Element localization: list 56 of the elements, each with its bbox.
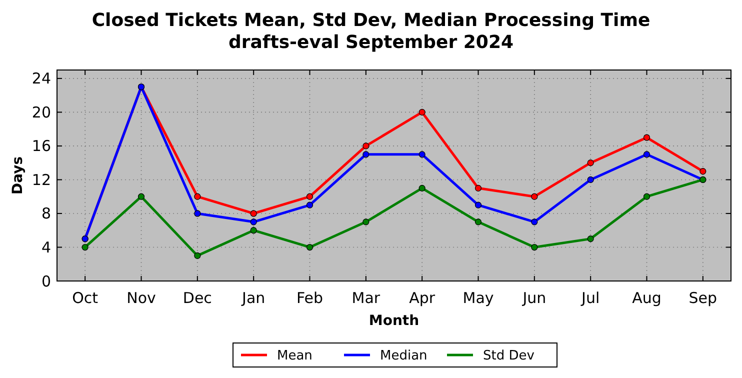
x-tick-label: Oct (72, 289, 98, 307)
y-tick-label: 0 (41, 272, 51, 290)
point (250, 227, 257, 234)
point (531, 193, 538, 200)
x-tick-label: Jan (241, 289, 266, 307)
point (643, 193, 650, 200)
point (306, 244, 314, 251)
point (700, 168, 706, 175)
point (418, 108, 426, 116)
point (138, 193, 145, 200)
point (194, 193, 201, 200)
y-tick-label: 8 (41, 204, 51, 223)
x-tick-label: May (462, 289, 494, 307)
point (531, 218, 538, 226)
y-tick-label: 24 (32, 70, 51, 88)
legend-label: Median (380, 348, 428, 364)
point (362, 142, 370, 150)
point (306, 193, 314, 200)
y-tick-label: 12 (32, 170, 51, 189)
y-tick-label: 20 (32, 103, 51, 122)
point (474, 184, 482, 192)
legend-label: Mean (277, 348, 312, 364)
x-tick-label: Sep (688, 289, 718, 307)
point (418, 184, 426, 192)
x-tick-label: Apr (409, 289, 436, 307)
x-axis-title: Month (368, 313, 420, 329)
x-tick-label: Dec (182, 289, 212, 307)
point (194, 210, 201, 217)
point (643, 134, 650, 141)
point (194, 252, 201, 259)
y-tick-label: 4 (41, 238, 51, 256)
y-tick-label: 16 (32, 137, 51, 156)
point (531, 244, 538, 251)
x-tick-label: Nov (126, 289, 156, 307)
point (306, 202, 314, 208)
x-tick-label: Mar (352, 289, 381, 307)
point (362, 151, 370, 158)
point (250, 210, 257, 217)
point (587, 236, 594, 242)
point (474, 218, 482, 226)
point (362, 218, 370, 226)
point (418, 151, 426, 158)
point (474, 202, 482, 208)
x-tick-label: Feb (296, 289, 324, 307)
x-tick-label: Jun (522, 289, 546, 307)
y-axis-title: Days (10, 156, 26, 195)
point (250, 218, 257, 226)
x-tick-label: Jul (580, 289, 600, 307)
chart-subtitle: drafts-eval September 2024 (228, 32, 514, 53)
legend-label: Std Dev (483, 348, 535, 364)
point (643, 151, 650, 158)
point (82, 244, 88, 251)
point (587, 160, 594, 166)
chart-title: Closed Tickets Mean, Std Dev, Median Processing Time (92, 10, 650, 31)
x-tick-label: Aug (632, 289, 662, 307)
point (587, 176, 594, 184)
